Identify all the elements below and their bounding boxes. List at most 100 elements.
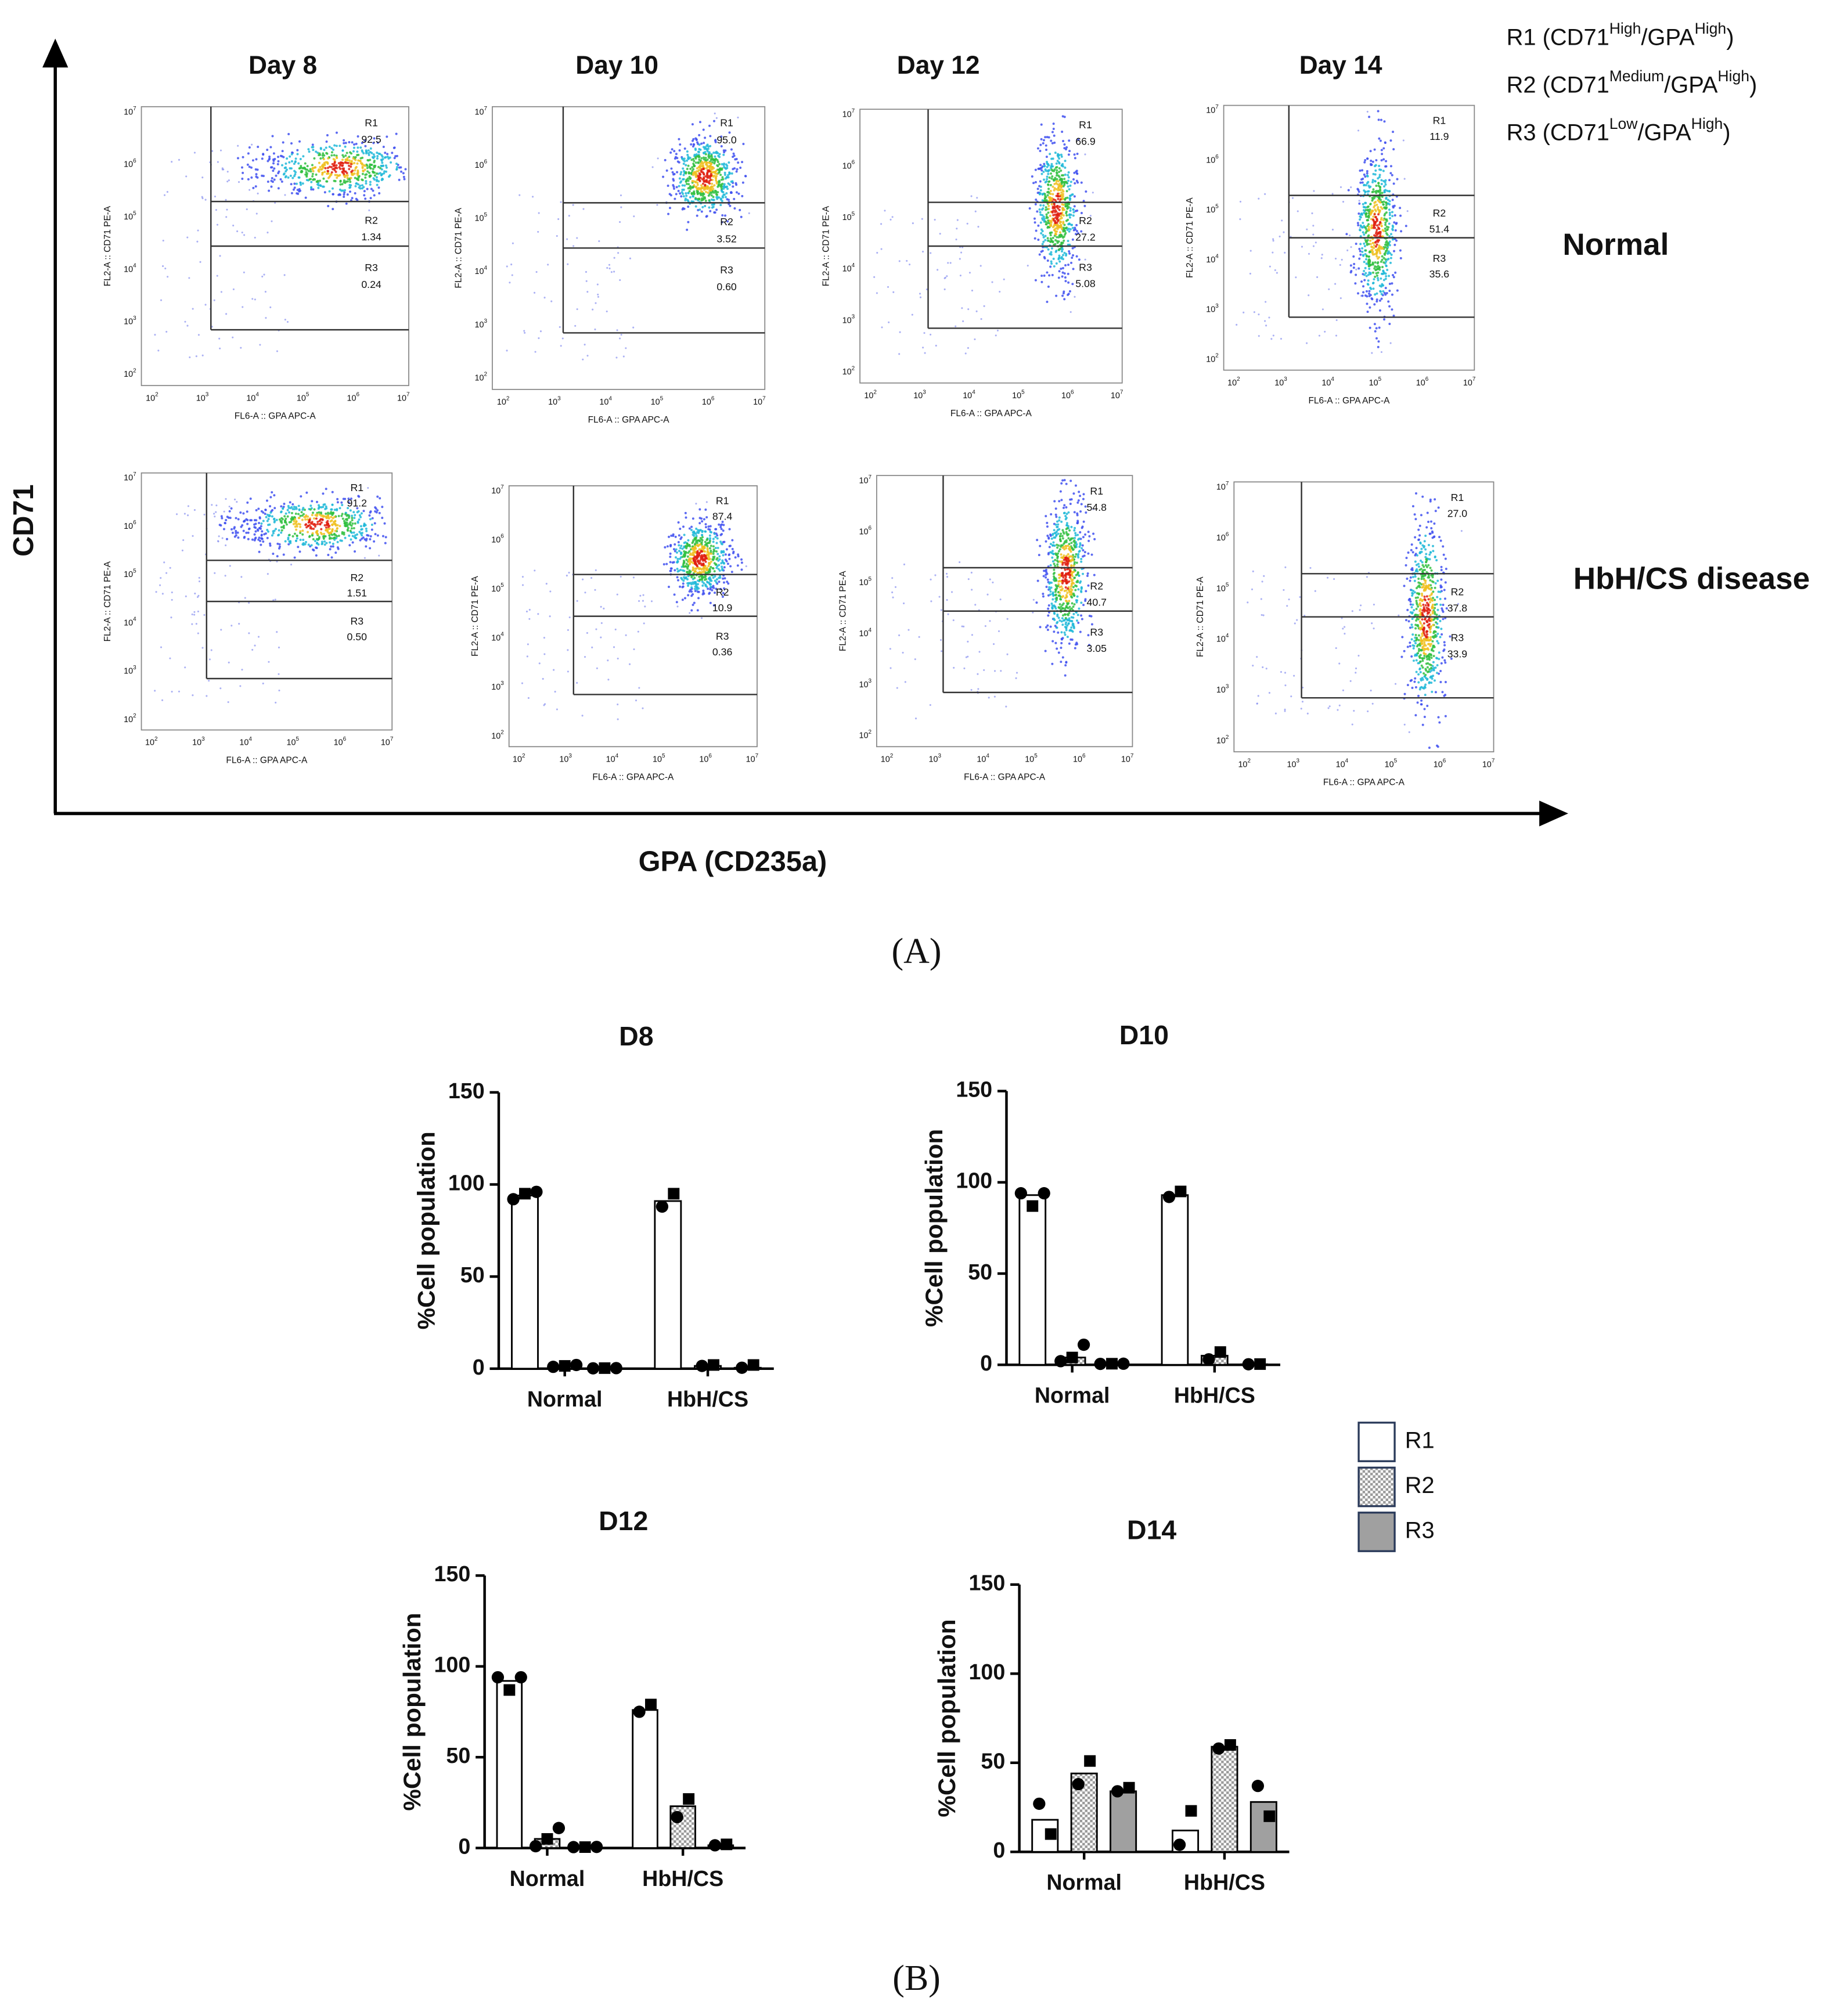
cell-dot <box>999 598 1002 601</box>
tick-base: 10 <box>1227 378 1237 388</box>
tick-base: 10 <box>842 367 852 377</box>
cell-dot <box>1047 187 1050 190</box>
cell-dot <box>1384 141 1387 144</box>
tick-base: 10 <box>1206 305 1215 314</box>
cell-dot <box>1047 164 1050 167</box>
cell-dot <box>1373 267 1376 270</box>
cell-dot <box>344 536 347 539</box>
cell-dot <box>287 506 290 509</box>
cell-dot <box>688 550 691 553</box>
cell-dot <box>1057 248 1060 251</box>
cell-dot <box>376 154 379 157</box>
gate-value: 5.08 <box>1075 278 1096 290</box>
tick-exponent: 3 <box>500 680 504 687</box>
cell-dot <box>1047 211 1050 214</box>
cell-dot <box>278 533 280 536</box>
cell-dot <box>301 518 304 521</box>
cell-dot <box>728 171 731 174</box>
cell-dot <box>350 176 352 179</box>
cell-dot <box>319 531 322 534</box>
cell-dot <box>343 522 346 525</box>
cell-dot <box>1331 193 1334 195</box>
cell-dot <box>1051 193 1054 196</box>
cell-dot <box>673 172 676 175</box>
cell-dot <box>712 171 715 174</box>
cell-dot <box>1382 180 1385 182</box>
cell-dot <box>687 192 690 194</box>
cell-dot <box>293 532 296 535</box>
cell-dot <box>306 165 309 168</box>
cell-dot <box>617 718 619 720</box>
cell-dot <box>1036 210 1039 213</box>
cell-dot <box>373 522 376 525</box>
cell-dot <box>686 153 689 156</box>
cell-dot <box>326 180 329 183</box>
cell-dot <box>231 531 234 534</box>
cell-dot <box>260 525 262 528</box>
cell-dot <box>243 520 246 522</box>
plot-x-label: FL6-A :: GPA APC-A <box>592 773 674 782</box>
tick-exponent: 4 <box>500 631 504 637</box>
cell-dot <box>294 171 297 174</box>
cell-dot <box>265 499 268 502</box>
cell-dot <box>327 517 330 520</box>
cell-dot <box>983 669 985 671</box>
cell-dot <box>1366 110 1369 113</box>
cell-dot <box>1068 214 1071 217</box>
cell-dot <box>373 540 376 543</box>
cell-dot <box>1369 150 1372 153</box>
cell-dot <box>997 630 1000 632</box>
cell-dot <box>721 596 724 598</box>
cell-dot <box>1378 284 1381 287</box>
cell-dot <box>685 562 688 565</box>
cell-dot <box>553 669 555 671</box>
cell-dot <box>1054 536 1057 539</box>
cell-dot <box>1239 218 1241 221</box>
cell-dot <box>330 173 333 176</box>
cell-dot <box>1363 279 1366 282</box>
cell-dot <box>1051 556 1054 559</box>
cell-dot <box>1381 229 1384 232</box>
cell-dot <box>699 176 702 179</box>
cell-dot <box>171 591 173 594</box>
cell-dot <box>712 604 715 607</box>
cell-dot <box>740 215 743 218</box>
cell-dot <box>1054 232 1057 235</box>
cell-dot <box>1046 165 1049 168</box>
cell-dot <box>722 193 725 196</box>
gate-value: 51.4 <box>1429 223 1450 235</box>
cell-dot <box>329 536 332 539</box>
cell-dot <box>282 524 285 527</box>
cell-dot <box>228 661 230 663</box>
cell-dot <box>1359 227 1361 229</box>
cell-dot <box>379 167 382 169</box>
cell-dot <box>1055 262 1058 265</box>
cell-dot <box>1080 557 1083 560</box>
cell-dot <box>1366 157 1369 160</box>
cell-dot <box>539 330 542 333</box>
cell-dot <box>696 590 699 593</box>
cell-dot <box>1088 535 1091 538</box>
cell-dot <box>1382 147 1385 150</box>
cell-dot <box>358 495 361 498</box>
cell-dot <box>204 304 207 306</box>
cell-dot <box>328 534 331 537</box>
cell-dot <box>1394 271 1397 274</box>
cell-dot <box>297 162 300 165</box>
cell-dot <box>1079 543 1082 546</box>
cell-dot <box>723 151 726 154</box>
cell-dot <box>285 168 288 171</box>
cell-dot <box>1358 247 1361 250</box>
cell-dot <box>1061 115 1064 118</box>
cell-dot <box>312 169 315 172</box>
tick-base: 10 <box>842 110 852 119</box>
tick-base: 10 <box>124 570 133 579</box>
cell-dot <box>1076 554 1079 557</box>
cell-dot <box>1379 192 1382 194</box>
cell-dot <box>1385 197 1388 200</box>
cell-dot <box>344 142 347 145</box>
cell-dot <box>1388 244 1391 247</box>
tick-label: 106 <box>124 520 136 531</box>
cell-dot <box>718 156 721 158</box>
cell-dot <box>708 534 711 537</box>
